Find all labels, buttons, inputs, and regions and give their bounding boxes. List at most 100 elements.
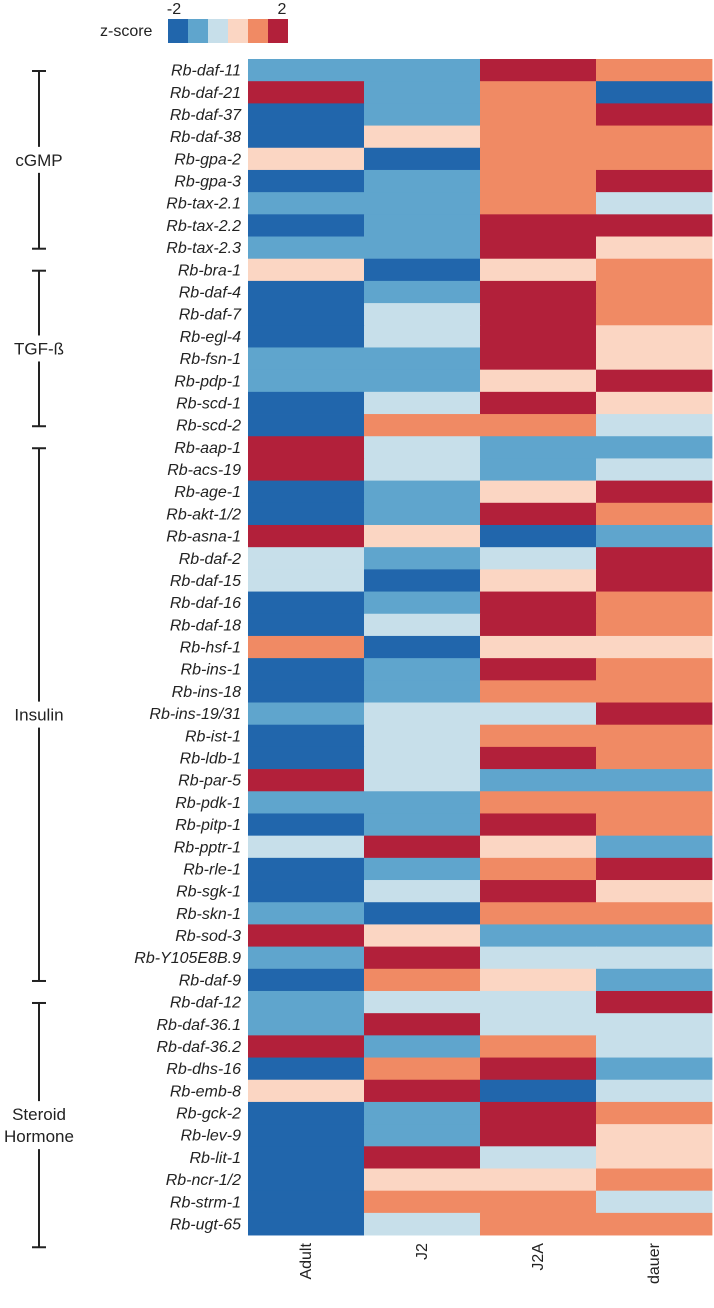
heatmap-cell [364, 1146, 481, 1169]
heatmap-cell [480, 391, 597, 415]
heatmap-cell [480, 280, 597, 304]
heatmap-cell [248, 436, 365, 459]
row-label: Rb-scd-2 [176, 418, 241, 435]
heatmap-cell [248, 569, 365, 592]
heatmap-cell [480, 1035, 597, 1058]
row-label: Rb-pdk-1 [175, 795, 241, 812]
heatmap-cell [480, 791, 597, 814]
heatmap-cell [248, 169, 365, 193]
heatmap-cell [248, 769, 365, 792]
heatmap-cell [248, 746, 365, 770]
group-label: TGF-ß [14, 340, 64, 359]
row-label: Rb-daf-4 [179, 285, 241, 302]
heatmap-cell [596, 791, 713, 814]
legend-swatch [188, 19, 208, 43]
row-label: Rb-scd-1 [176, 395, 241, 412]
heatmap-cell [480, 1212, 597, 1236]
column-label: Adult [298, 1243, 315, 1280]
heatmap-cell [480, 658, 597, 681]
row-label: Rb-daf-7 [179, 307, 242, 324]
heatmap-cell [480, 547, 597, 570]
heatmap-cell [364, 391, 481, 415]
heatmap-cell [248, 1079, 365, 1103]
row-label: Rb-daf-2 [179, 551, 241, 568]
row-label: Rb-acs-19 [167, 462, 241, 479]
heatmap-cell [596, 880, 713, 903]
row-labels: Rb-daf-11 Rb-daf-21 Rb-daf-37 Rb-daf-38 Rb-g… [134, 63, 242, 1234]
heatmap-cell [480, 857, 597, 881]
heatmap-cell [480, 480, 597, 504]
heatmap-cell [248, 192, 365, 215]
heatmap-cell [596, 591, 713, 615]
row-label: Rb-ins-19/31 [149, 706, 241, 723]
heatmap-cell [596, 547, 713, 570]
row-label: Rb-daf-9 [179, 972, 241, 989]
heatmap-cell [248, 480, 365, 504]
heatmap-cell [248, 635, 365, 659]
heatmap-cell [364, 924, 481, 947]
heatmap-cell [480, 613, 597, 637]
row-label: Rb-gpa-2 [174, 151, 241, 168]
heatmap-cell [248, 81, 365, 104]
row-label: Rb-lit-1 [189, 1150, 241, 1167]
heatmap-cell [364, 613, 481, 637]
heatmap-cell [596, 946, 713, 970]
row-label: Rb-daf-38 [170, 129, 241, 146]
legend-swatch [248, 19, 268, 43]
heatmap-cell [248, 813, 365, 837]
heatmap-cell [364, 502, 481, 526]
heatmap-cell [364, 436, 481, 459]
heatmap-cell [596, 968, 713, 992]
heatmap-cell [596, 1212, 713, 1236]
heatmap-cell [248, 214, 365, 237]
heatmap-cell [480, 1013, 597, 1036]
heatmap-cell [364, 347, 481, 371]
heatmap-cell [248, 236, 365, 260]
heatmap-cell [596, 769, 713, 792]
row-label: Rb-ugt-65 [170, 1216, 241, 1233]
heatmap-cell [248, 147, 365, 171]
heatmap-cell [596, 502, 713, 526]
heatmap-cell [364, 1013, 481, 1036]
heatmap-cell [364, 569, 481, 592]
heatmap-cell [364, 147, 481, 171]
heatmap-cell [364, 458, 481, 482]
heatmap-cell [248, 835, 365, 859]
heatmap-cell [248, 59, 365, 82]
heatmap-cell [248, 902, 365, 925]
heatmap-cell [480, 902, 597, 925]
heatmap-cell [596, 436, 713, 459]
heatmap-cell [364, 103, 481, 126]
row-label: Rb-tax-2.2 [166, 218, 241, 235]
heatmap-cell [248, 613, 365, 637]
heatmap-cell [248, 1101, 365, 1125]
heatmap-cell [364, 192, 481, 215]
row-label: Rb-daf-21 [170, 85, 241, 102]
row-label: Rb-ins-1 [181, 662, 241, 679]
heatmap-cell [596, 680, 713, 703]
heatmap-cell [364, 480, 481, 504]
heatmap-cell [480, 1057, 597, 1081]
heatmap-cell [248, 968, 365, 992]
legend-swatch [268, 19, 288, 43]
heatmap-cell [480, 990, 597, 1014]
group-label: Insulin [14, 706, 63, 725]
row-label: Rb-ist-1 [185, 728, 241, 745]
heatmap-cell [248, 1190, 365, 1214]
group-label-bg [4, 1101, 76, 1150]
heatmap-cell [248, 347, 365, 371]
heatmap-cell [248, 325, 365, 348]
heatmap-cell [480, 214, 597, 237]
heatmap-cell [364, 990, 481, 1014]
heatmap-cell [480, 880, 597, 903]
heatmap-cell [596, 1101, 713, 1125]
row-label: Rb-tax-2.1 [166, 196, 241, 213]
heatmap-cell [596, 325, 713, 348]
heatmap-cell [480, 236, 597, 260]
group-label-bg [4, 701, 76, 728]
heatmap-cell [480, 769, 597, 792]
row-label: Rb-ldb-1 [180, 750, 241, 767]
row-label: Rb-daf-12 [170, 995, 241, 1012]
row-label: Rb-skn-1 [176, 906, 241, 923]
